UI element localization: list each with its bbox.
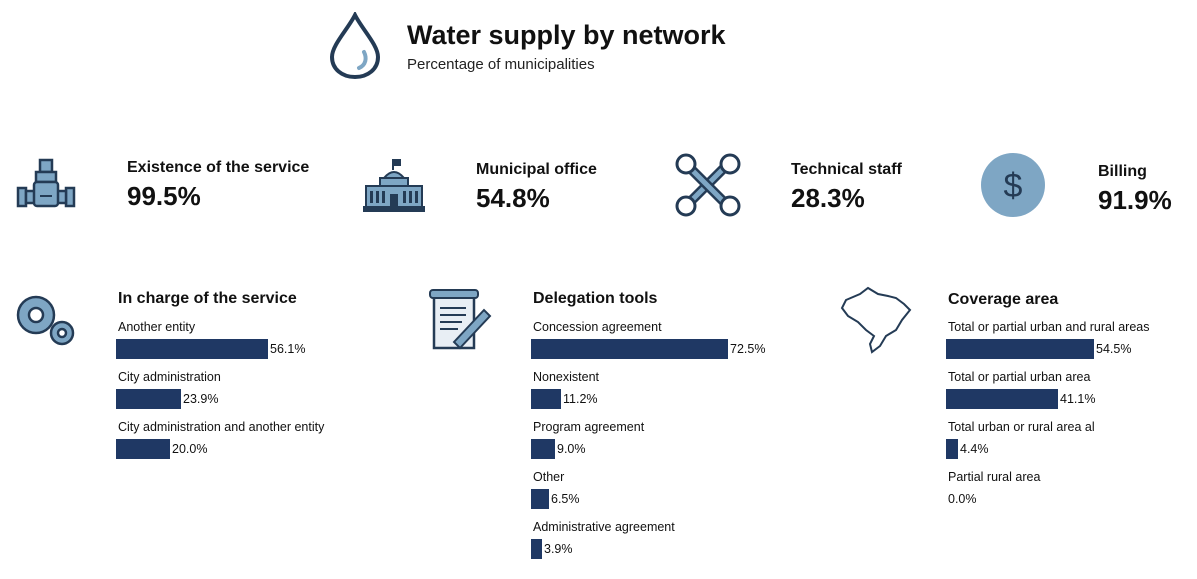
category-label: City administration and another entity xyxy=(118,420,325,434)
category-label: Total urban or rural area al xyxy=(948,420,1095,434)
bar-value-label: 72.5% xyxy=(730,342,766,356)
bar-value-label: 54.5% xyxy=(1096,342,1132,356)
bar xyxy=(531,339,728,359)
bar-value-label: 23.9% xyxy=(183,392,219,406)
kpi-value-technical-staff: 28.3% xyxy=(791,183,865,213)
dollar-coin-icon: $ xyxy=(980,152,1046,218)
category-label: Other xyxy=(533,470,565,484)
bar xyxy=(946,439,958,459)
city-hall-icon xyxy=(362,158,426,212)
pipe-valve-icon xyxy=(14,158,78,212)
category-label: Program agreement xyxy=(533,420,645,434)
bar xyxy=(116,439,170,459)
kpi-value-billing: 91.9% xyxy=(1098,185,1172,215)
kpi-value-existence: 99.5% xyxy=(127,181,201,211)
kpi-value-municipal-office: 54.8% xyxy=(476,183,550,213)
bar xyxy=(531,489,549,509)
bar xyxy=(946,389,1058,409)
document-pen-icon xyxy=(428,288,494,352)
bar xyxy=(116,339,268,359)
bar-value-label: 56.1% xyxy=(270,342,306,356)
category-label: Another entity xyxy=(118,320,196,334)
chart-title-in-charge: In charge of the service xyxy=(118,290,297,307)
category-label: Administrative agreement xyxy=(533,520,675,534)
chart-delegation-tools: Delegation tools Concession agreement 72.… xyxy=(531,288,831,568)
page-subtitle: Percentage of municipalities xyxy=(407,56,595,73)
category-label: City administration xyxy=(118,370,221,384)
brazil-map-icon xyxy=(838,286,914,354)
category-label: Concession agreement xyxy=(533,320,662,334)
bar-value-label: 20.0% xyxy=(172,442,208,456)
bar-value-label: 4.4% xyxy=(960,442,989,456)
water-drop-icon xyxy=(328,10,382,80)
bar-value-label: 6.5% xyxy=(551,492,580,506)
category-label: Total or partial urban area xyxy=(948,370,1091,384)
category-label: Partial rural area xyxy=(948,470,1041,484)
kpi-label-municipal-office: Municipal office xyxy=(476,161,597,178)
chart-in-charge: In charge of the service Another entity 5… xyxy=(116,288,416,468)
chart-coverage-area: Coverage area Total or partial urban and… xyxy=(946,288,1197,518)
svg-text:$: $ xyxy=(1004,167,1023,205)
category-label: Total or partial urban and rural areas xyxy=(948,320,1150,334)
bar xyxy=(531,389,561,409)
chart-title-delegation-tools: Delegation tools xyxy=(533,290,658,307)
kpi-label-technical-staff: Technical staff xyxy=(791,161,902,178)
bar-value-label: 0.0% xyxy=(948,492,977,506)
bar-value-label: 11.2% xyxy=(563,392,598,406)
bar xyxy=(531,439,555,459)
wrench-tools-icon xyxy=(674,152,742,218)
bar-value-label: 41.1% xyxy=(1060,392,1096,406)
bar xyxy=(531,539,542,559)
page-title: Water supply by network xyxy=(407,20,726,50)
bar xyxy=(946,339,1094,359)
kpi-label-billing: Billing xyxy=(1098,163,1147,180)
category-label: Nonexistent xyxy=(533,370,600,384)
bar-value-label: 3.9% xyxy=(544,542,573,556)
bar xyxy=(116,389,181,409)
kpi-label-existence: Existence of the service xyxy=(127,159,310,176)
bar-value-label: 9.0% xyxy=(557,442,586,456)
chart-title-coverage-area: Coverage area xyxy=(948,291,1059,308)
gears-icon xyxy=(12,291,78,351)
